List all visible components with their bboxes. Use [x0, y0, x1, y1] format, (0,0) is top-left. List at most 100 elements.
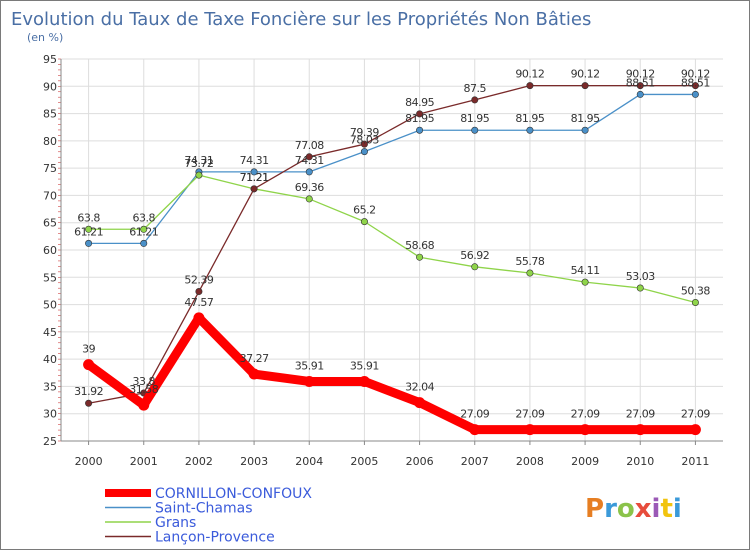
y-tick-label: 75 — [43, 162, 57, 175]
logo-letter: t — [660, 494, 672, 524]
data-label: 78.03 — [350, 134, 379, 147]
x-tick-label: 2005 — [350, 455, 378, 468]
data-label: 71.21 — [240, 171, 269, 184]
series-point — [414, 397, 426, 409]
series-line — [87, 84, 697, 404]
series-point — [85, 399, 93, 407]
series-point — [305, 195, 313, 203]
series-point — [689, 424, 701, 436]
logo-letter: i — [652, 494, 661, 524]
data-label: 73.72 — [184, 157, 213, 170]
series-point — [140, 225, 148, 233]
series-line — [84, 313, 700, 435]
data-label: 37.27 — [240, 352, 269, 365]
series-point — [195, 288, 203, 296]
y-tick-label: 90 — [43, 80, 57, 93]
logo-letter: r — [604, 494, 617, 524]
series-point — [83, 359, 95, 371]
y-tick-label: 45 — [43, 326, 57, 339]
series-point — [581, 126, 589, 134]
y-tick-label: 85 — [43, 108, 57, 121]
y-tick-label: 35 — [43, 380, 57, 393]
data-label: 71.21 — [240, 171, 269, 184]
y-tick-label: 30 — [43, 408, 57, 421]
y-tick-label: 50 — [43, 299, 57, 312]
data-label: 74.31 — [240, 154, 269, 167]
data-label: 61.21 — [74, 225, 103, 238]
data-label: 81.95 — [405, 112, 434, 125]
x-tick-label: 2001 — [130, 455, 158, 468]
series-point — [636, 284, 644, 292]
y-tick-label: 80 — [43, 135, 57, 148]
legend-label: Grans — [155, 515, 196, 531]
series-point — [195, 171, 203, 179]
data-label: 69.36 — [295, 181, 324, 194]
series-point — [360, 218, 368, 226]
data-label: 61.21 — [129, 225, 158, 238]
series-point — [636, 82, 644, 90]
axes — [58, 58, 723, 445]
data-label: 27.09 — [681, 408, 710, 421]
data-label: 79.39 — [350, 126, 379, 139]
y-axis-unit: (en %) — [27, 31, 63, 44]
series-point — [305, 168, 313, 176]
x-tick-label: 2006 — [406, 455, 434, 468]
series-point — [469, 424, 481, 436]
series-point — [526, 82, 534, 90]
data-label: 33.8 — [133, 375, 156, 388]
series-point — [471, 96, 479, 104]
y-tick-label: 25 — [43, 435, 57, 448]
data-label: 35.91 — [350, 359, 379, 372]
data-label: 90.12 — [626, 68, 655, 81]
data-label: 77.08 — [295, 139, 324, 152]
data-label: 56.92 — [460, 249, 489, 262]
data-label: 90.12 — [681, 68, 710, 81]
x-tick-labels: 2000 2001 2002 2003 2004 2005 2006 2007 2008 2009… — [75, 455, 710, 468]
data-label: 87.5 — [464, 82, 487, 95]
x-tick-label: 2002 — [185, 455, 213, 468]
series-point — [416, 126, 424, 134]
data-label: 63.8 — [133, 211, 156, 224]
data-label: 63.8 — [77, 211, 100, 224]
data-label: 90.12 — [571, 68, 600, 81]
x-tick-label: 2004 — [295, 455, 323, 468]
data-label: 52.39 — [184, 274, 213, 287]
series-point — [193, 312, 205, 324]
y-tick-label: 60 — [43, 244, 57, 257]
data-label: 88.51 — [681, 76, 710, 89]
x-tick-label: 2008 — [516, 455, 544, 468]
logo-letter: o — [617, 494, 635, 524]
data-label: 50.38 — [681, 284, 710, 297]
data-label: 88.51 — [626, 76, 655, 89]
data-label: 31.58 — [129, 383, 158, 396]
series-point — [250, 185, 258, 193]
series-lines — [83, 82, 701, 436]
series-point — [579, 424, 591, 436]
data-label: 47.57 — [184, 296, 213, 309]
legend: CORNILLON-CONFOUXSaint-ChamasGransLançon… — [105, 486, 312, 546]
series-line — [87, 93, 697, 245]
y-tick-label: 40 — [43, 353, 57, 366]
series-point — [248, 368, 260, 380]
y-tick-label: 55 — [43, 271, 57, 284]
x-tick-label: 2010 — [626, 455, 654, 468]
data-label: 54.11 — [571, 264, 600, 277]
series-point — [138, 399, 150, 411]
data-label: 81.95 — [571, 112, 600, 125]
data-label: 53.03 — [626, 270, 655, 283]
x-tick-label: 2007 — [461, 455, 489, 468]
logo-letter: P — [585, 494, 604, 524]
series-point — [85, 225, 93, 233]
data-label: 84.95 — [405, 96, 434, 109]
legend-label: Saint-Chamas — [155, 501, 253, 517]
y-tick-label: 70 — [43, 189, 57, 202]
y-tick-label: 95 — [43, 53, 57, 66]
x-tick-label: 2011 — [681, 455, 709, 468]
series-point — [524, 424, 536, 436]
data-label: 35.91 — [295, 359, 324, 372]
series-point — [581, 278, 589, 286]
series-point — [250, 168, 258, 176]
series-point — [416, 253, 424, 261]
data-label: 31.92 — [74, 385, 103, 398]
